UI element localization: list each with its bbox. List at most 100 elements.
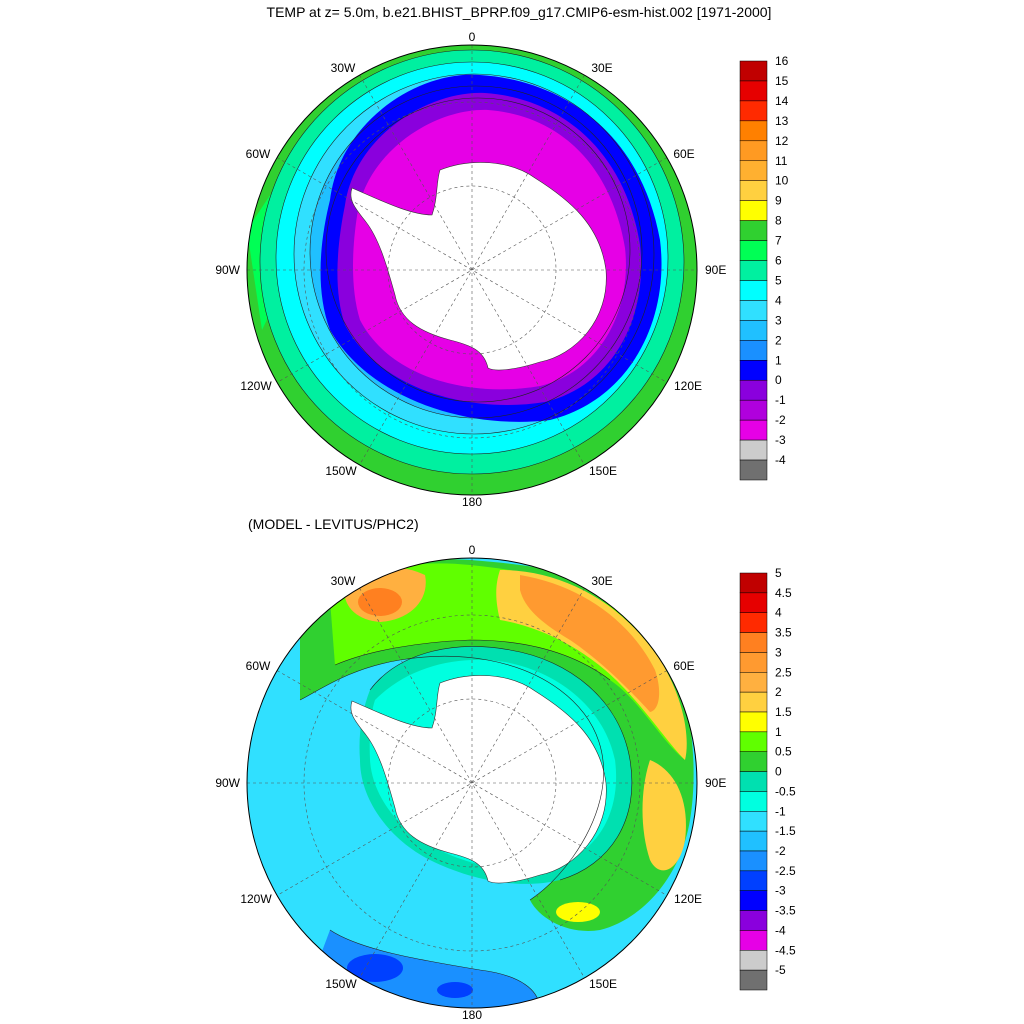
bottom-colorbar-swatch [739,811,768,832]
top-polar-map [247,45,697,495]
bottom-colorbar-swatch [739,870,768,891]
bottom-lon-60w: 60W [246,659,271,673]
top-colorbar-tick-label: -2 [775,413,786,427]
bottom-colorbar-swatch [739,592,768,613]
top-colorbar-tick-label: 13 [775,114,789,128]
bottom-lon-180: 180 [462,1008,482,1022]
top-colorbar-swatch [739,280,768,301]
top-lon-30e: 30E [591,61,612,75]
top-colorbar-swatch [739,200,768,221]
top-colorbar-tick-label: -3 [775,433,786,447]
top-colorbar-tick-label: 0 [775,373,782,387]
top-colorbar-swatch [739,300,768,321]
top-colorbar-tick-label: 6 [775,254,782,268]
top-lon-90w: 90W [215,263,240,277]
top-colorbar-swatch [739,379,768,401]
top-colorbar-tick-label: 15 [775,74,789,88]
bottom-map-title: (MODEL - LEVITUS/PHC2) [248,516,419,532]
top-lon-150e: 150E [589,464,617,478]
top-lon-60w: 60W [246,147,271,161]
bottom-lon-90e: 90E [705,776,726,790]
top-longitude-labels: 0 30E 60E 90E 120E 150E 180 150W 120W 90… [215,30,726,509]
bottom-colorbar-tick-label: -4 [775,923,786,937]
bottom-colorbar-tick-label: -1 [775,804,786,818]
top-colorbar-swatch [739,160,768,181]
bottom-colorbar-tick-label: 2.5 [775,665,792,679]
bottom-colorbar-swatch [739,890,768,911]
top-lon-90e: 90E [705,263,726,277]
top-colorbar-swatch [739,340,768,361]
bottom-colorbar-swatch [739,691,768,713]
bottom-colorbar-tick-label: 3 [775,645,782,659]
bottom-colorbar-swatch [739,791,768,812]
top-colorbar-swatch [739,60,768,82]
top-colorbar-tick-label: 4 [775,293,782,307]
bottom-lon-150e: 150E [589,977,617,991]
top-lon-120w: 120W [240,379,272,393]
top-colorbar-tick-label: 8 [775,214,782,228]
top-colorbar-tick-label: 11 [775,154,788,168]
bottom-colorbar-swatch [739,751,768,772]
top-lon-120e: 120E [674,379,702,393]
bottom-colorbar-swatch [739,969,768,991]
top-colorbar-tick-label: 12 [775,134,789,148]
bottom-colorbar-tick-label: 0.5 [775,745,792,759]
bottom-colorbar-swatch [739,950,768,971]
top-map-title: TEMP at z= 5.0m, b.e21.BHIST_BPRP.f09_g1… [267,4,772,20]
bottom-colorbar-tick-label: -3 [775,884,786,898]
bottom-colorbar-tick-label: -1.5 [775,824,796,838]
bottom-colorbar-tick-label: 2 [775,685,782,699]
bottom-lon-90w: 90W [215,776,240,790]
top-lon-150w: 150W [325,464,357,478]
bottom-lon-150w: 150W [325,977,357,991]
bottom-colorbar-swatch [739,830,768,852]
bottom-colorbar-tick-label: 4 [775,606,782,620]
bottom-longitude-labels: 0 30E 60E 90E 120E 150E 180 150W 120W 90… [215,543,726,1022]
bottom-colorbar-swatch [739,711,768,733]
bottom-colorbar-tick-label: -4.5 [775,943,796,957]
bottom-polar-map [247,558,697,1008]
bottom-lon-60e: 60E [673,659,694,673]
bottom-colorbar-swatch [739,612,768,633]
top-map-border [246,44,698,496]
top-colorbar-swatch [739,360,768,381]
top-lon-60e: 60E [673,147,694,161]
bottom-lon-30w: 30W [331,574,356,588]
bottom-colorbar-swatch [739,632,768,653]
bottom-colorbar-tick-label: 4.5 [775,586,792,600]
bottom-map-border [246,557,698,1009]
bottom-colorbar-swatch [739,572,768,594]
bottom-colorbar-swatch [739,652,768,673]
bottom-lon-120w: 120W [240,892,272,906]
top-colorbar-swatch [739,100,768,122]
top-colorbar-swatch [739,220,768,241]
bottom-colorbar-tick-label: -2 [775,844,786,858]
top-colorbar-tick-label: 10 [775,174,789,188]
bottom-lon-0: 0 [469,543,476,557]
top-colorbar-swatch [739,419,768,441]
top-colorbar-swatch [739,260,768,281]
bottom-colorbar-swatch [739,850,768,872]
top-graticule [247,45,697,495]
bottom-lon-120e: 120E [674,892,702,906]
bottom-colorbar-swatch [739,672,768,693]
top-colorbar-tick-label: 7 [775,234,782,248]
bottom-colorbar-tick-label: -2.5 [775,864,796,878]
bottom-colorbar-tick-label: 5 [775,566,782,580]
top-colorbar-swatch [739,439,768,461]
bottom-contour-lines [299,639,633,1008]
bottom-colorbar-tick-label: -5 [775,963,786,977]
top-colorbar-tick-label: 3 [775,313,782,327]
top-colorbar-tick-label: 14 [775,94,789,108]
bottom-colorbar-tick-label: -0.5 [775,784,796,798]
top-lon-30w: 30W [331,61,356,75]
bottom-lon-30e: 30E [591,574,612,588]
bottom-colorbar-swatch [739,930,768,951]
bottom-colorbar-tick-label: 1.5 [775,705,792,719]
bottom-colorbar-tick-label: 3.5 [775,626,792,640]
bottom-colorbar-swatch [739,910,768,931]
top-colorbar-swatch [739,120,768,142]
top-colorbar-swatch [739,399,768,421]
top-colorbar-tick-label: 2 [775,333,782,347]
